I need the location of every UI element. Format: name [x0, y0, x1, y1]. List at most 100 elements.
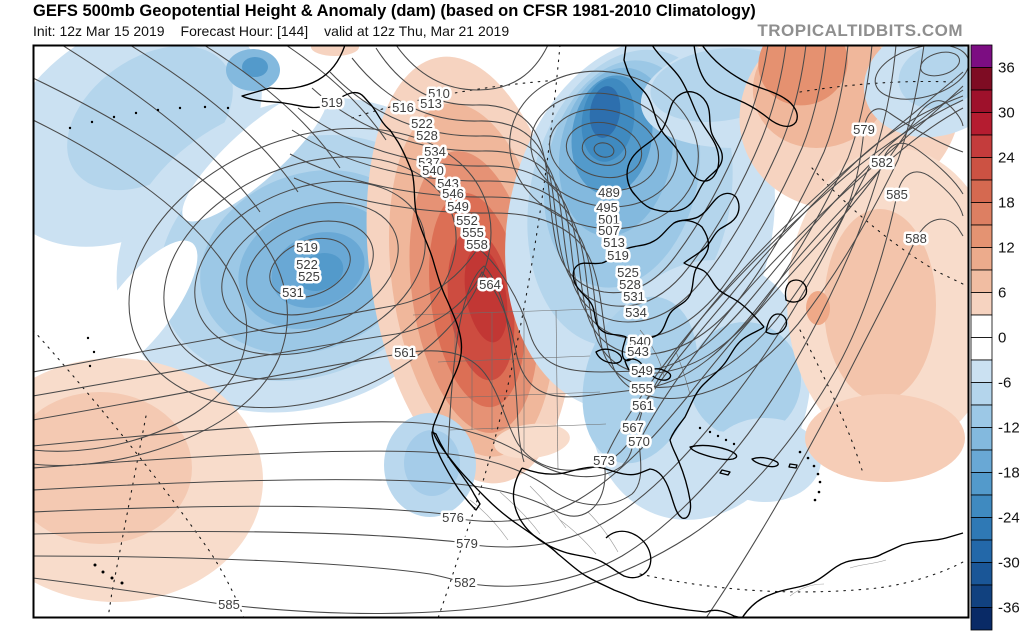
contour-label: 543	[627, 344, 649, 359]
colorbar-cell	[970, 179, 993, 203]
contour-label: 534	[424, 144, 446, 159]
contour-label: 540	[422, 163, 444, 178]
colorbar-cell	[970, 112, 993, 136]
valid-time-label: valid at 12z Thu, Mar 21 2019	[324, 23, 510, 39]
contour-label: 537	[418, 155, 440, 170]
contour-label: 507	[598, 223, 620, 238]
colorbar-tick-label: -12	[998, 420, 1020, 437]
contour-label: 489	[598, 185, 620, 200]
colorbar-cell	[970, 292, 993, 316]
colorbar-tick-label: 6	[998, 285, 1006, 302]
colorbar-cell	[970, 382, 993, 406]
contour-label: 540	[629, 334, 651, 349]
contour-label: 525	[617, 265, 639, 280]
colorbar-tick-label: -6	[998, 375, 1011, 392]
colorbar-tick-label: -18	[998, 465, 1020, 482]
island-dots	[68, 105, 822, 585]
contour-label: 585	[886, 187, 908, 202]
coastlines	[68, 46, 964, 617]
contour-label: 543	[437, 176, 459, 191]
contour-label: 561	[632, 398, 654, 413]
page-title: GEFS 500mb Geopotential Height & Anomaly…	[33, 2, 756, 20]
contour-label: 570	[628, 434, 650, 449]
colorbar-tick-label: 30	[998, 105, 1015, 122]
colorbar-cell	[970, 89, 993, 113]
colorbar-cell	[970, 359, 993, 383]
contour-label: 525	[298, 269, 320, 284]
state-borders	[412, 308, 887, 597]
contour-label: 510	[428, 86, 450, 101]
colorbar-cell	[970, 134, 993, 158]
forecast-hour-label: Forecast Hour: [144]	[180, 23, 309, 39]
anomaly-colorbar	[970, 44, 993, 631]
contour-label: 555	[462, 225, 484, 240]
contour-label: 531	[623, 289, 645, 304]
contour-label: 531	[282, 285, 304, 300]
contour-label: 585	[218, 597, 240, 612]
colorbar-cell	[970, 607, 993, 631]
colorbar-cell	[970, 584, 993, 608]
contour-label-layer: 5105135165195225285345375405435465495525…	[216, 84, 930, 615]
contour-label: 495	[596, 200, 618, 215]
colorbar-tick-label: -36	[998, 600, 1020, 617]
colorbar-cell	[970, 539, 993, 563]
colorbar-tick-label: -30	[998, 555, 1020, 572]
contour-label: 561	[394, 345, 416, 360]
colorbar-cell	[970, 517, 993, 541]
colorbar-cell	[970, 202, 993, 226]
colorbar-cell	[970, 314, 993, 338]
contour-label: 579	[853, 122, 875, 137]
colorbar-cell	[970, 404, 993, 428]
colorbar-tick-label: -24	[998, 510, 1020, 527]
contour-label: 519	[296, 240, 318, 255]
colorbar-cell	[970, 337, 993, 361]
anomaly-shading	[34, 46, 968, 602]
colorbar-cell	[970, 247, 993, 271]
graticule	[34, 46, 964, 617]
colorbar-cell	[970, 224, 993, 248]
contour-label: 588	[905, 231, 927, 246]
colorbar-cell	[970, 67, 993, 91]
contour-label: 582	[454, 575, 476, 590]
colorbar-tick-label: 36	[998, 60, 1015, 77]
contour-label: 519	[607, 248, 629, 263]
contour-label: 528	[619, 277, 641, 292]
contour-label: 519	[321, 95, 343, 110]
contour-label: 549	[447, 199, 469, 214]
colorbar-cell	[970, 157, 993, 181]
contour-label: 501	[598, 212, 620, 227]
colorbar-tick-label: 24	[998, 150, 1015, 167]
contour-label: 552	[456, 213, 478, 228]
contour-label: 567	[622, 420, 644, 435]
colorbar-cell	[970, 269, 993, 293]
contour-label: 573	[593, 453, 615, 468]
colorbar-cell	[970, 472, 993, 496]
contour-label: 555	[631, 381, 653, 396]
site-watermark: TROPICALTIDBITS.COM	[757, 21, 963, 40]
colorbar-tick-label: 12	[998, 240, 1015, 257]
colorbar-cell	[970, 427, 993, 451]
colorbar-cell	[970, 494, 993, 518]
map-frame	[32, 44, 970, 619]
contour-label: 534	[625, 305, 647, 320]
colorbar-cell	[970, 44, 993, 68]
contour-label: 522	[296, 257, 318, 272]
contour-label: 576	[442, 510, 464, 525]
colorbar-cell	[970, 449, 993, 473]
colorbar-tick-label: 18	[998, 195, 1015, 212]
contour-label: 579	[456, 536, 478, 551]
contour-label: 564	[479, 277, 501, 292]
colorbar-tick-label: 0	[998, 330, 1006, 347]
contour-label: 549	[631, 363, 653, 378]
contour-label: 558	[466, 237, 488, 252]
run-info-line: Init: 12z Mar 15 2019 Forecast Hour: [144…	[33, 23, 525, 39]
contour-label: 582	[871, 155, 893, 170]
contour-label: 522	[411, 116, 433, 131]
contour-label: 528	[416, 128, 438, 143]
contour-label: 513	[420, 96, 442, 111]
contour-label: 516	[392, 100, 414, 115]
contour-label: 513	[603, 235, 625, 250]
init-time-label: Init: 12z Mar 15 2019	[33, 23, 165, 39]
